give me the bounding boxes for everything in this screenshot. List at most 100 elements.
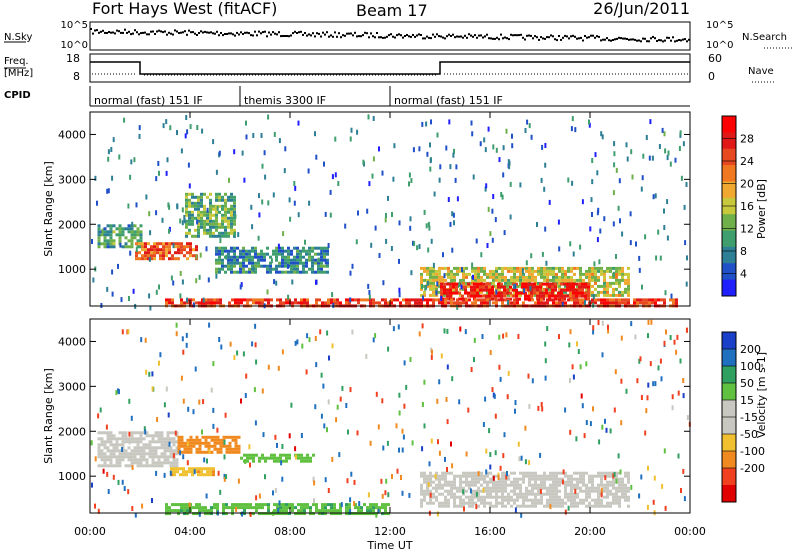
heatmap-cell	[240, 456, 243, 460]
nsky-point	[128, 30, 130, 33]
heatmap-cell	[558, 489, 561, 493]
heatmap-cell	[603, 483, 606, 487]
speckle-cell	[409, 225, 412, 231]
heatmap-cell	[150, 248, 153, 252]
heatmap-cell	[224, 210, 227, 214]
heatmap-cell	[519, 266, 522, 270]
nsky-point	[684, 38, 686, 41]
heatmap-cell	[264, 512, 267, 516]
speckle-cell	[664, 505, 667, 511]
speckle-cell	[491, 237, 494, 243]
heatmap-cell	[618, 495, 621, 499]
heatmap-cell	[249, 506, 252, 510]
heatmap-cell	[302, 264, 305, 268]
heatmap-cell	[180, 509, 183, 513]
heatmap-cell	[240, 503, 243, 507]
heatmap-cell	[588, 495, 591, 499]
heatmap-cell	[185, 195, 188, 199]
heatmap-cell	[531, 501, 534, 505]
heatmap-cell	[465, 489, 468, 493]
heatmap-cell	[575, 282, 578, 286]
heatmap-cell	[609, 501, 612, 505]
nsky-point	[488, 37, 490, 40]
heatmap-cell	[251, 261, 254, 265]
velocity-colorbar-tick-label: -100	[740, 445, 765, 458]
heatmap-cell	[293, 246, 296, 250]
heatmap-cell	[554, 297, 557, 301]
nsky-point	[138, 33, 140, 36]
heatmap-cell	[218, 246, 221, 250]
speckle-cell	[460, 284, 463, 290]
heatmap-cell	[489, 275, 492, 279]
heatmap-cell	[450, 492, 453, 496]
heatmap-cell	[435, 498, 438, 502]
heatmap-cell	[495, 504, 498, 508]
heatmap-cell	[224, 198, 227, 202]
heatmap-cell	[570, 492, 573, 496]
heatmap-cell	[482, 285, 485, 289]
heatmap-cell	[450, 278, 453, 282]
heatmap-cell	[579, 501, 582, 505]
nsky-point	[318, 32, 320, 35]
heatmap-cell	[315, 509, 318, 513]
speckle-cell	[540, 402, 543, 407]
heatmap-cell	[180, 441, 184, 445]
heatmap-cell	[546, 477, 549, 481]
speckle-cell	[278, 138, 281, 144]
nsky-point	[346, 32, 348, 35]
heatmap-cell	[209, 201, 212, 205]
heatmap-cell	[320, 255, 323, 259]
heatmap-cell	[222, 435, 226, 439]
heatmap-cell	[453, 275, 456, 279]
heatmap-cell	[384, 512, 387, 516]
speckle-cell	[350, 471, 353, 477]
heatmap-cell	[591, 293, 594, 297]
heatmap-cell	[345, 503, 348, 507]
speckle-cell	[372, 337, 375, 343]
heatmap-cell	[531, 498, 534, 502]
velocity-colorbar-swatch	[722, 485, 736, 503]
nsky-point	[568, 37, 570, 40]
speckle-cell	[488, 428, 491, 434]
heatmap-cell	[197, 219, 200, 223]
heatmap-cell	[594, 498, 597, 502]
speckle-cell	[149, 305, 152, 311]
nsky-point	[536, 36, 538, 39]
speckle-cell	[598, 259, 601, 265]
heatmap-cell	[103, 446, 107, 450]
heatmap-cell	[206, 228, 209, 232]
heatmap-cell	[273, 459, 276, 463]
heatmap-cell	[366, 506, 369, 510]
heatmap-cell	[321, 509, 324, 513]
heatmap-cell	[585, 495, 588, 499]
speckle-cell	[367, 492, 370, 498]
speckle-cell	[588, 122, 591, 128]
heatmap-cell	[308, 249, 311, 253]
heatmap-cell	[219, 447, 223, 451]
speckle-cell	[239, 284, 242, 290]
heatmap-cell	[432, 266, 435, 270]
nsky-point	[632, 38, 634, 41]
heatmap-cell	[531, 266, 534, 270]
speckle-cell	[638, 493, 641, 499]
nsky-point	[640, 40, 642, 43]
heatmap-cell	[525, 275, 528, 279]
nsky-point	[582, 39, 584, 42]
speckle-cell	[182, 454, 185, 460]
speckle-cell	[317, 257, 320, 263]
speckle-cell	[436, 398, 439, 404]
power-colorbar-tick-label: 24	[740, 155, 754, 168]
heatmap-cell	[136, 461, 140, 465]
speckle-cell	[174, 430, 177, 436]
speckle-cell	[326, 330, 329, 336]
heatmap-cell	[303, 512, 306, 516]
heatmap-cell	[531, 486, 534, 490]
heatmap-cell	[139, 434, 143, 438]
heatmap-cell	[351, 298, 354, 302]
heatmap-cell	[519, 293, 522, 297]
heatmap-cell	[444, 293, 447, 297]
heatmap-cell	[498, 275, 501, 279]
speckle-cell	[444, 456, 446, 462]
heatmap-cell	[357, 301, 360, 305]
speckle-cell	[368, 294, 371, 300]
